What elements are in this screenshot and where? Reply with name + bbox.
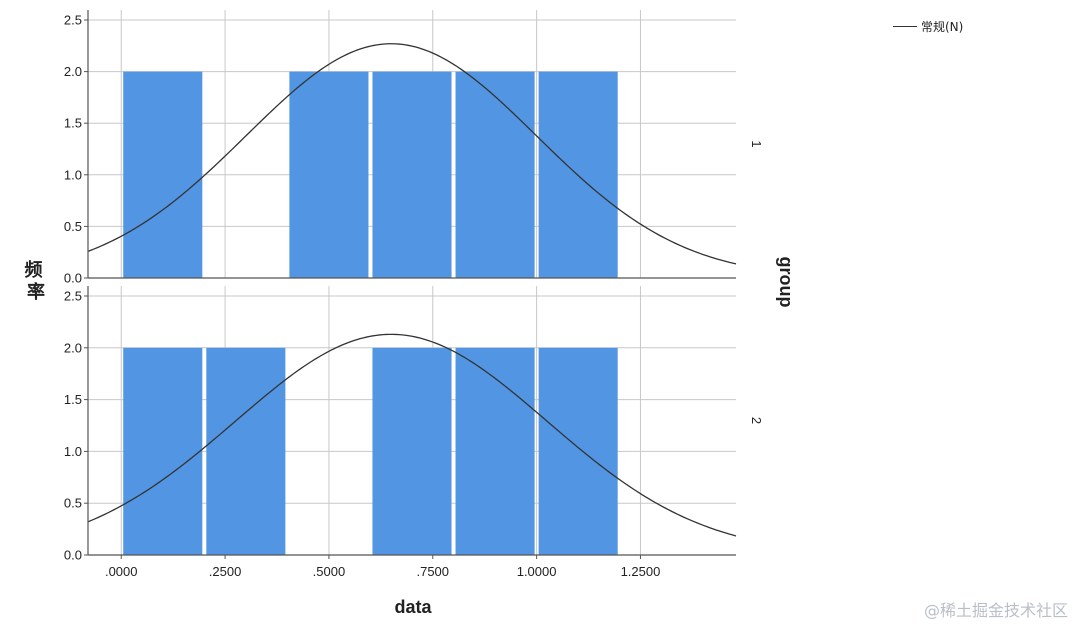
- x-axis-title: data: [394, 597, 432, 617]
- histogram-bar: [123, 347, 203, 555]
- y-axis-title: 频 率: [24, 259, 47, 302]
- y-axis-title-char-2: 率: [27, 281, 45, 302]
- y-axis-title-char-1: 频: [24, 259, 42, 280]
- x-tick-label: .0000: [105, 564, 138, 579]
- histogram-bar: [123, 71, 203, 278]
- x-tick-label: .2500: [209, 564, 242, 579]
- panel-group-1: 0.0 0.5 1.0 1.5 2.0 2.5 1: [64, 10, 764, 286]
- x-tick-label: .5000: [313, 564, 346, 579]
- y-tick-label: 0.0: [64, 271, 82, 286]
- y-tick-label: 2.0: [64, 64, 82, 79]
- histogram-bar: [206, 347, 286, 555]
- panels-layer: 0.0 0.5 1.0 1.5 2.0 2.5 1 0.0 0.5 1.0 1.5 2.0 2.5 2: [64, 10, 764, 563]
- y-tick-label: 1.0: [64, 167, 82, 182]
- x-tick-label: 1.2500: [621, 564, 661, 579]
- y-tick-label: 2.5: [64, 289, 82, 304]
- facet-label: 2: [749, 417, 764, 424]
- facet-axis-title: group: [776, 257, 796, 308]
- facet-label: 1: [749, 140, 764, 147]
- normal-curve: [87, 43, 737, 265]
- y-tick-label: 2.5: [64, 13, 82, 28]
- legend-label: 常规(N): [921, 20, 964, 34]
- histogram-bar: [372, 347, 452, 555]
- panel-group-2: 0.0 0.5 1.0 1.5 2.0 2.5 2: [64, 286, 764, 563]
- y-tick-label: 0.5: [64, 496, 82, 511]
- y-tick-label: 0.0: [64, 548, 82, 563]
- x-tick-label: .7500: [416, 564, 449, 579]
- legend-line-swatch: [893, 26, 917, 27]
- legend: 常规(N): [893, 18, 963, 35]
- y-tick-label: 1.0: [64, 444, 82, 459]
- x-tick-label: 1.0000: [517, 564, 557, 579]
- histogram-bar: [455, 347, 535, 555]
- watermark: @稀土掘金技术社区: [923, 601, 1068, 620]
- x-axis: .0000 .2500 .5000 .7500 1.0000 1.2500: [105, 555, 660, 579]
- histogram-bar: [289, 71, 369, 278]
- histogram-bar: [372, 71, 452, 278]
- normal-curve: [87, 333, 737, 537]
- histogram-bar: [538, 347, 618, 555]
- y-tick-label: 1.5: [64, 116, 82, 131]
- y-tick-label: 1.5: [64, 392, 82, 407]
- histogram-bar: [455, 71, 535, 278]
- y-tick-label: 0.5: [64, 219, 82, 234]
- y-tick-label: 2.0: [64, 340, 82, 355]
